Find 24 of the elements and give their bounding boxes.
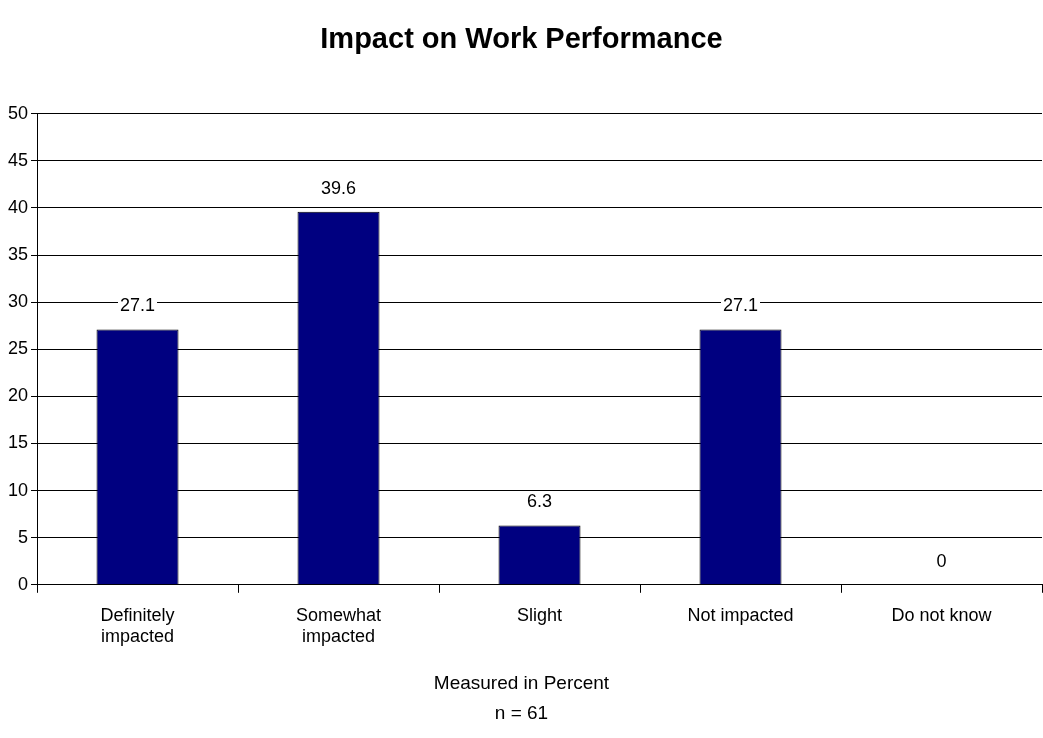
y-tick-label: 40 (7, 196, 29, 217)
data-label: 0 (936, 550, 947, 571)
y-tick-label: 30 (7, 291, 29, 312)
y-tick-label: 25 (7, 338, 29, 359)
data-label: 27.1 (722, 295, 759, 316)
y-tick-label: 35 (7, 244, 29, 265)
y-tick-label: 45 (7, 149, 29, 170)
y-tick-label: 5 (18, 526, 29, 547)
y-tick-label: 0 (18, 573, 29, 594)
y-tick-label: 20 (7, 385, 29, 406)
x-tick-label: Do not know (891, 604, 993, 625)
data-label: 27.1 (120, 295, 156, 316)
y-tick-label: 50 (7, 102, 29, 123)
x-axis-title: Measured in Percent (432, 672, 611, 694)
chart-title: Impact on Work Performance (319, 22, 724, 55)
data-label: 6.3 (527, 491, 553, 512)
x-tick-label: Not impacted (687, 604, 794, 625)
x-tick-label: Somewhat impacted (295, 604, 382, 647)
y-tick-label: 15 (7, 432, 29, 453)
x-tick-label: Definitely impacted (100, 604, 175, 647)
text: n = 61 (493, 702, 550, 724)
y-tick-label: 10 (7, 479, 29, 500)
data-label: 39.6 (320, 177, 357, 198)
x-tick-label: Slight (517, 604, 563, 625)
